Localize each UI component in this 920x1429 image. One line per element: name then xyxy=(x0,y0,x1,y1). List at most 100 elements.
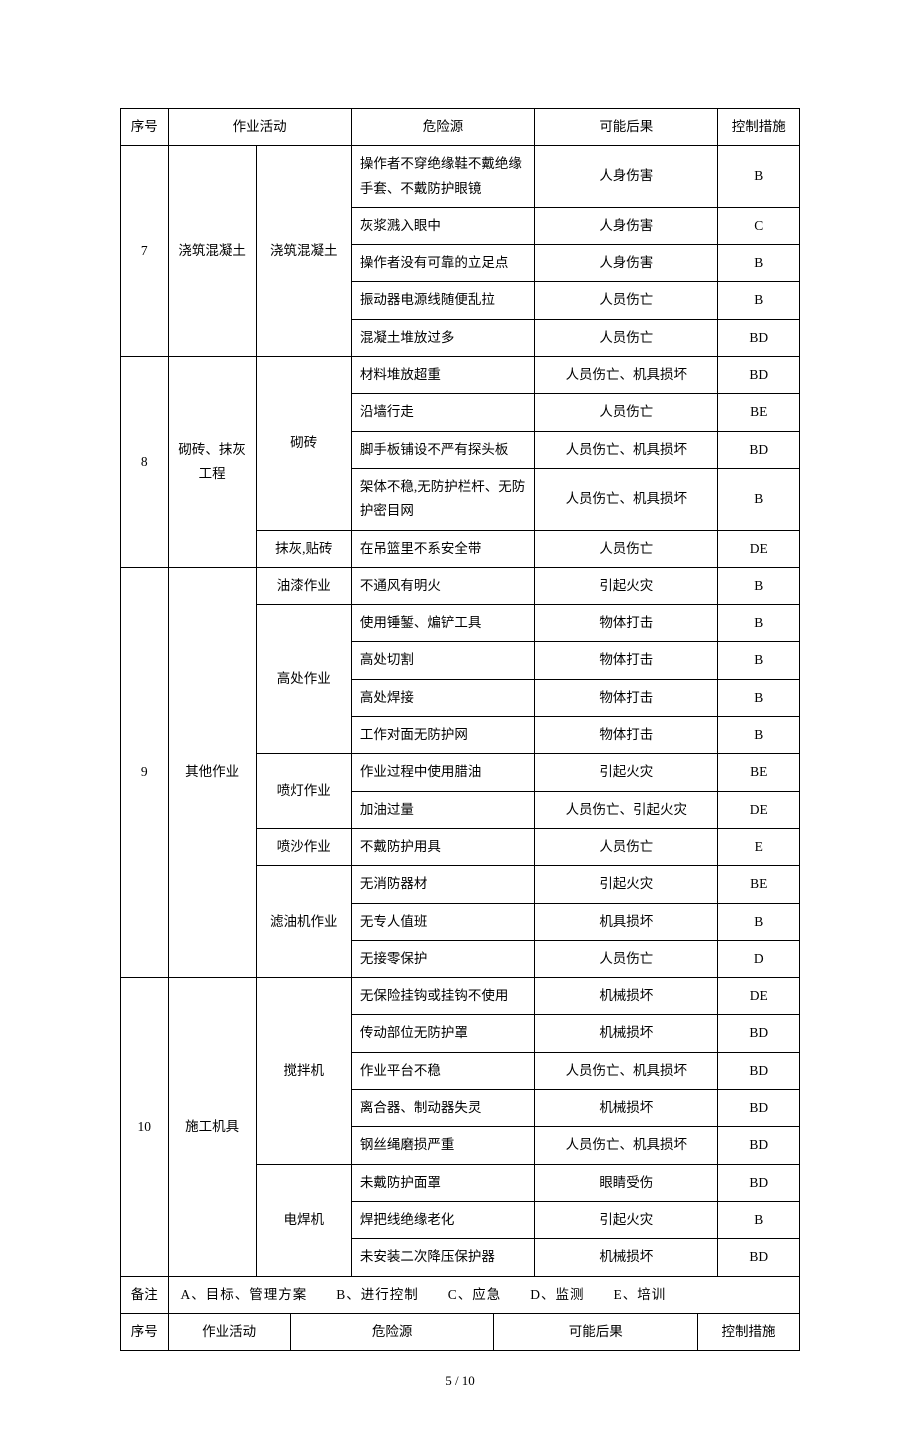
cell-hazard: 作业过程中使用腊油 xyxy=(351,754,534,791)
footer-header-table: 序号 作业活动 危险源 可能后果 控制措施 xyxy=(120,1314,800,1351)
cell-seq: 8 xyxy=(121,357,169,568)
cell-hazard: 作业平台不稳 xyxy=(351,1052,534,1089)
cell-control: B xyxy=(718,679,800,716)
cell-control: B xyxy=(718,642,800,679)
cell-hazard: 在吊篮里不系安全带 xyxy=(351,530,534,567)
cell-hazard: 不通风有明火 xyxy=(351,567,534,604)
cell-hazard: 钢丝绳磨损严重 xyxy=(351,1127,534,1164)
remark-row: 备注 A、目标、管理方案 B、进行控制 C、应急 D、监测 E、培训 xyxy=(121,1276,800,1313)
cell-act2: 搅拌机 xyxy=(256,978,351,1164)
hdr2-hazard: 危险源 xyxy=(290,1314,494,1351)
cell-consequence: 人身伤害 xyxy=(535,207,718,244)
cell-hazard: 架体不稳,无防护栏杆、无防护密目网 xyxy=(351,468,534,530)
table-header-row: 序号 作业活动 危险源 可能后果 控制措施 xyxy=(121,109,800,146)
cell-control: BD xyxy=(718,319,800,356)
cell-consequence: 人员伤亡 xyxy=(535,319,718,356)
cell-hazard: 材料堆放超重 xyxy=(351,357,534,394)
cell-hazard: 沿墙行走 xyxy=(351,394,534,431)
table-row: 10 施工机具 搅拌机 无保险挂钩或挂钩不使用 机械损坏 DE xyxy=(121,978,800,1015)
hdr-hazard: 危险源 xyxy=(351,109,534,146)
cell-control: E xyxy=(718,828,800,865)
cell-consequence: 机械损坏 xyxy=(535,1239,718,1276)
hdr-control: 控制措施 xyxy=(718,109,800,146)
cell-hazard: 离合器、制动器失灵 xyxy=(351,1090,534,1127)
cell-consequence: 机械损坏 xyxy=(535,1090,718,1127)
cell-act2: 抹灰,贴砖 xyxy=(256,530,351,567)
cell-seq: 9 xyxy=(121,567,169,977)
cell-consequence: 引起火灾 xyxy=(535,754,718,791)
cell-control: B xyxy=(718,903,800,940)
hdr-activity: 作业活动 xyxy=(168,109,351,146)
cell-consequence: 物体打击 xyxy=(535,679,718,716)
cell-hazard: 未戴防护面罩 xyxy=(351,1164,534,1201)
cell-control: B xyxy=(718,468,800,530)
cell-act2: 滤油机作业 xyxy=(256,866,351,978)
cell-control: BD xyxy=(718,1239,800,1276)
cell-control: B xyxy=(718,605,800,642)
cell-consequence: 物体打击 xyxy=(535,605,718,642)
cell-consequence: 物体打击 xyxy=(535,642,718,679)
cell-act1: 砌砖、抹灰工程 xyxy=(168,357,256,568)
cell-hazard: 无接零保护 xyxy=(351,940,534,977)
cell-control: BD xyxy=(718,431,800,468)
cell-consequence: 人员伤亡 xyxy=(535,282,718,319)
cell-consequence: 人员伤亡、机具损坏 xyxy=(535,468,718,530)
cell-consequence: 物体打击 xyxy=(535,717,718,754)
cell-consequence: 机械损坏 xyxy=(535,978,718,1015)
cell-act2: 电焊机 xyxy=(256,1164,351,1276)
cell-seq: 10 xyxy=(121,978,169,1276)
cell-consequence: 机械损坏 xyxy=(535,1015,718,1052)
hdr2-seq: 序号 xyxy=(121,1314,169,1351)
cell-consequence: 机具损坏 xyxy=(535,903,718,940)
cell-hazard: 无保险挂钩或挂钩不使用 xyxy=(351,978,534,1015)
cell-act2: 油漆作业 xyxy=(256,567,351,604)
remark-text: A、目标、管理方案 B、进行控制 C、应急 D、监测 E、培训 xyxy=(168,1276,799,1313)
cell-control: BD xyxy=(718,357,800,394)
hazard-table: 序号 作业活动 危险源 可能后果 控制措施 7 浇筑混凝土 浇筑混凝土 操作者不… xyxy=(120,108,800,1314)
cell-hazard: 操作者不穿绝缘鞋不戴绝缘手套、不戴防护眼镜 xyxy=(351,146,534,208)
cell-control: DE xyxy=(718,978,800,1015)
cell-control: B xyxy=(718,282,800,319)
cell-control: BD xyxy=(718,1127,800,1164)
cell-hazard: 焊把线绝缘老化 xyxy=(351,1201,534,1238)
cell-consequence: 人员伤亡 xyxy=(535,394,718,431)
cell-hazard: 灰浆溅入眼中 xyxy=(351,207,534,244)
hdr-consequence: 可能后果 xyxy=(535,109,718,146)
cell-consequence: 人员伤亡、机具损坏 xyxy=(535,431,718,468)
page: 序号 作业活动 危险源 可能后果 控制措施 7 浇筑混凝土 浇筑混凝土 操作者不… xyxy=(0,0,920,1429)
cell-consequence: 引起火灾 xyxy=(535,567,718,604)
cell-act2: 浇筑混凝土 xyxy=(256,146,351,357)
hdr2-consequence: 可能后果 xyxy=(494,1314,698,1351)
cell-act2: 喷灯作业 xyxy=(256,754,351,829)
cell-control: B xyxy=(718,245,800,282)
cell-act1: 浇筑混凝土 xyxy=(168,146,256,357)
cell-control: B xyxy=(718,717,800,754)
cell-hazard: 传动部位无防护罩 xyxy=(351,1015,534,1052)
cell-control: BD xyxy=(718,1090,800,1127)
cell-control: B xyxy=(718,146,800,208)
cell-act2: 砌砖 xyxy=(256,357,351,530)
cell-consequence: 人员伤亡 xyxy=(535,530,718,567)
page-number: 5 / 10 xyxy=(120,1373,800,1389)
cell-consequence: 引起火灾 xyxy=(535,1201,718,1238)
cell-hazard: 加油过量 xyxy=(351,791,534,828)
table-row: 9 其他作业 油漆作业 不通风有明火 引起火灾 B xyxy=(121,567,800,604)
cell-act2: 高处作业 xyxy=(256,605,351,754)
cell-consequence: 人身伤害 xyxy=(535,245,718,282)
cell-hazard: 无专人值班 xyxy=(351,903,534,940)
cell-control: B xyxy=(718,1201,800,1238)
table-header-row: 序号 作业活动 危险源 可能后果 控制措施 xyxy=(121,1314,800,1351)
cell-hazard: 混凝土堆放过多 xyxy=(351,319,534,356)
cell-act1: 其他作业 xyxy=(168,567,256,977)
cell-consequence: 人员伤亡、机具损坏 xyxy=(535,1127,718,1164)
table-row: 7 浇筑混凝土 浇筑混凝土 操作者不穿绝缘鞋不戴绝缘手套、不戴防护眼镜 人身伤害… xyxy=(121,146,800,208)
cell-consequence: 人身伤害 xyxy=(535,146,718,208)
cell-hazard: 操作者没有可靠的立足点 xyxy=(351,245,534,282)
cell-act1: 施工机具 xyxy=(168,978,256,1276)
cell-consequence: 人员伤亡、引起火灾 xyxy=(535,791,718,828)
cell-hazard: 高处切割 xyxy=(351,642,534,679)
cell-control: C xyxy=(718,207,800,244)
cell-hazard: 无消防器材 xyxy=(351,866,534,903)
cell-consequence: 人员伤亡、机具损坏 xyxy=(535,357,718,394)
cell-consequence: 眼睛受伤 xyxy=(535,1164,718,1201)
